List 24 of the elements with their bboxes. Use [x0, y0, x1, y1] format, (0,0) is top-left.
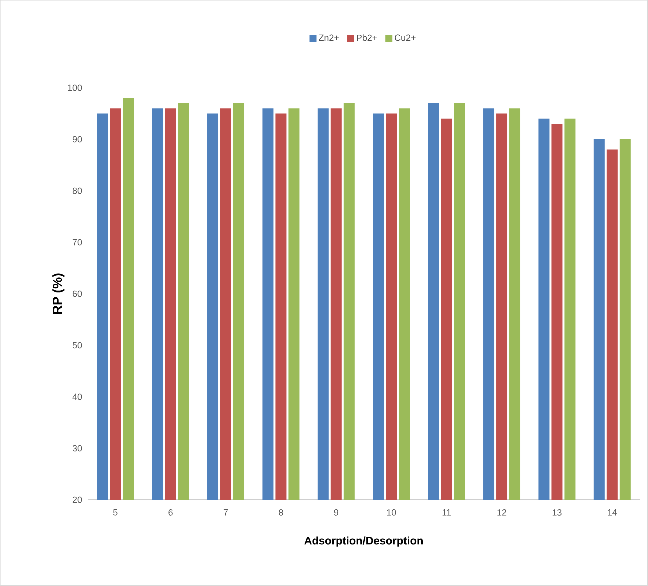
y-tick-label: 40 — [72, 394, 82, 400]
x-tick-label: 13 — [552, 510, 562, 516]
x-tick-label: 7 — [224, 510, 228, 516]
legend-label: Zn2+ — [319, 34, 339, 41]
y-tick-label: 90 — [72, 136, 82, 143]
y-axis-title: RP (%) — [52, 274, 65, 314]
y-tick-label: 20 — [72, 496, 82, 504]
x-tick-label: 9 — [334, 510, 338, 516]
x-tick-label: 14 — [608, 510, 618, 516]
y-tick-label: 30 — [72, 445, 82, 452]
x-tick-label: 10 — [387, 510, 396, 516]
x-axis-title: Adsorption/Desorption — [304, 536, 423, 547]
y-tick-label: 100 — [68, 84, 82, 92]
y-tick-label: 60 — [72, 290, 82, 298]
x-tick-label: 6 — [168, 510, 173, 516]
y-tick-label: 70 — [72, 239, 82, 246]
x-tick-label: 5 — [113, 510, 118, 516]
legend-label: Cu2+ — [395, 34, 416, 42]
legend-label: Pb2+ — [357, 34, 378, 42]
x-tick-label: 11 — [442, 510, 452, 516]
y-tick-label: 50 — [72, 342, 82, 349]
y-tick-label: 80 — [72, 188, 82, 194]
x-tick-label: 12 — [498, 510, 507, 516]
x-tick-label: 8 — [279, 510, 284, 516]
